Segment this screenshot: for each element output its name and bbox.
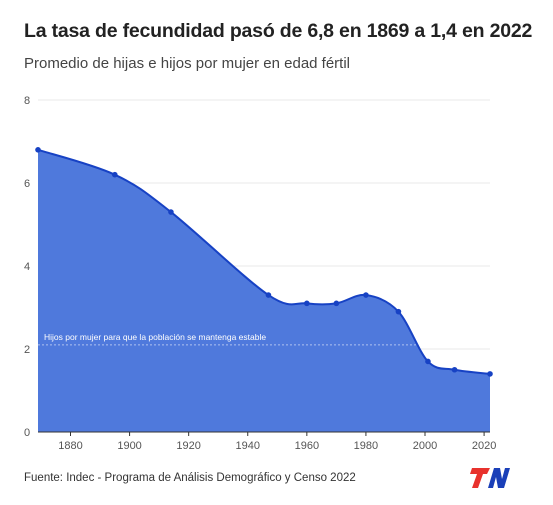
x-tick-label: 1900 [117, 440, 141, 452]
x-tick-label: 1980 [354, 440, 378, 452]
tn-logo [470, 466, 510, 495]
x-tick-label: 1920 [176, 440, 200, 452]
data-point [333, 300, 340, 307]
data-point [451, 366, 458, 373]
data-point [363, 292, 369, 298]
x-tick-label: 2000 [413, 440, 437, 452]
data-point [304, 300, 310, 307]
x-tick-label: 2020 [472, 440, 496, 452]
y-tick-label: 4 [24, 261, 30, 273]
y-tick-label: 2 [24, 344, 30, 356]
y-tick-label: 6 [24, 178, 30, 190]
data-point [168, 209, 174, 215]
fertility-line [37, 148, 491, 375]
fertility-area [38, 149, 490, 433]
fertility-area-chart: 0 2 4 6 8 Hijos por mujer para que la poblaci… [24, 95, 496, 452]
data-point [395, 308, 402, 315]
data-point [35, 147, 41, 153]
y-tick-label: 0 [24, 427, 30, 439]
data-point [265, 292, 272, 298]
x-tick-label: 1960 [295, 440, 319, 452]
x-tick-label: 1940 [236, 440, 260, 452]
reference-line-label: Hijos por mujer para que la población se… [44, 332, 266, 342]
x-tick-label: 1880 [58, 440, 82, 452]
chart-subtitle: Promedio de hijas e hijos por mujer en e… [24, 55, 351, 72]
y-tick-label: 8 [24, 95, 30, 107]
chart-title: La tasa de fecundidad pasó de 6,8 en 186… [24, 20, 533, 42]
data-point [487, 371, 493, 377]
data-point [112, 171, 118, 178]
source-note: Fuente: Indec - Programa de Análisis Dem… [24, 472, 356, 484]
data-point [425, 358, 431, 365]
